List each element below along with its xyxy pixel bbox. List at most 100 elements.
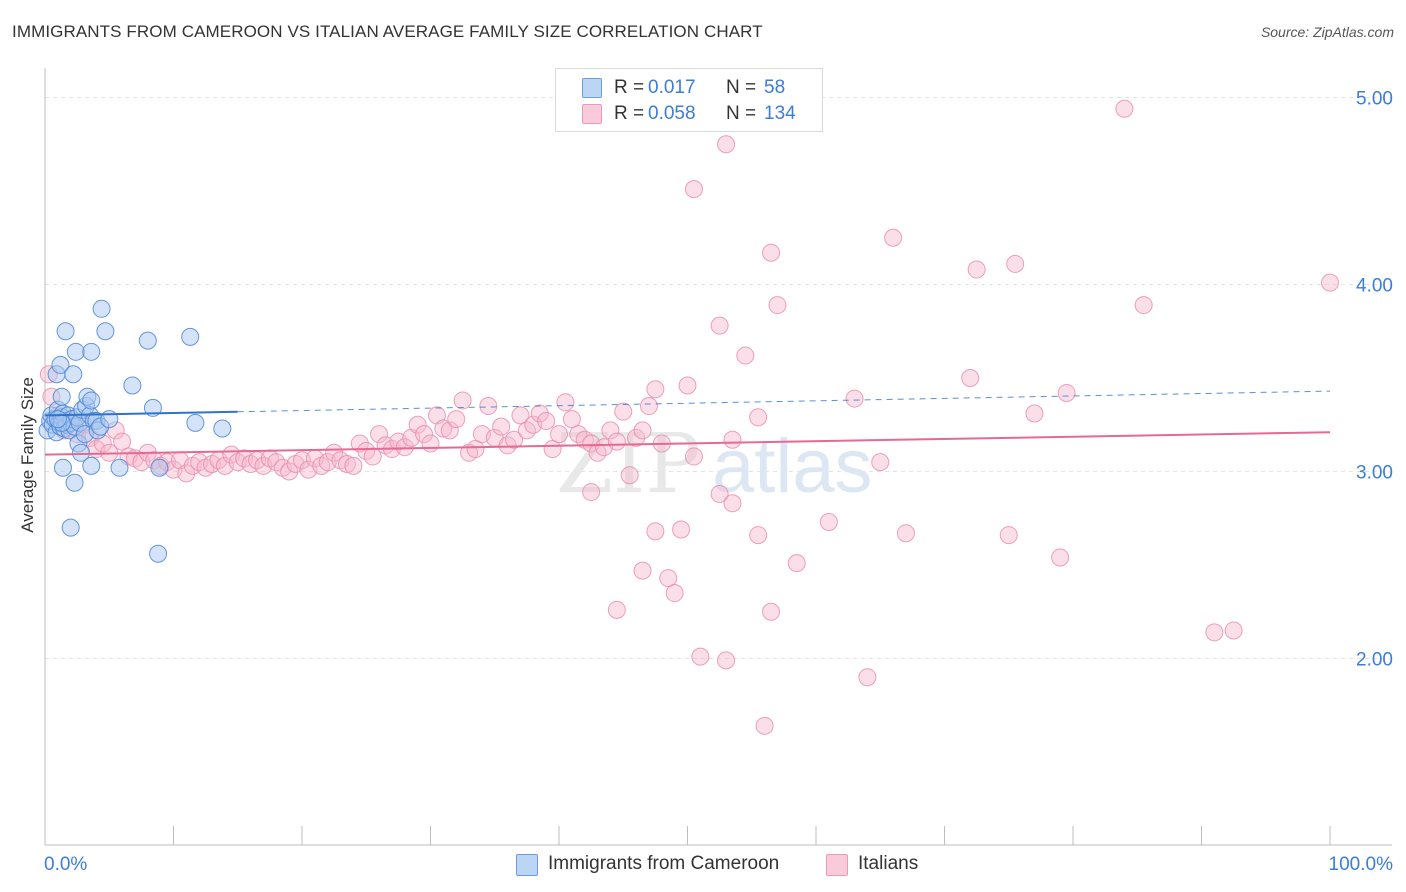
italians-point — [440, 421, 459, 440]
italians-point — [710, 484, 729, 503]
cameroon-point — [138, 331, 157, 350]
cameroon-point — [48, 410, 67, 429]
x-tick-labels: 0.0% 100.0% — [44, 854, 1393, 875]
n-label: N = — [726, 77, 757, 98]
n-label: N = — [726, 103, 757, 124]
legend: Immigrants from Cameroon Italians — [0, 852, 1406, 878]
r-label: R = — [614, 103, 645, 124]
italians-point — [434, 419, 453, 438]
cameroon-point — [82, 391, 101, 410]
cameroon-point — [123, 376, 142, 395]
cameroon-point — [110, 458, 129, 477]
italians-point — [691, 647, 710, 666]
italians-point — [672, 520, 691, 539]
italians-point — [607, 432, 626, 451]
cameroon-point — [52, 387, 71, 406]
italians-point — [370, 425, 389, 444]
cameroon-point — [66, 342, 85, 361]
cameroon-point — [82, 342, 101, 361]
italians-point — [646, 522, 665, 541]
italians-point — [967, 260, 986, 279]
cameroon-point — [143, 398, 162, 417]
watermark-atlas: atlas — [712, 424, 873, 509]
italians-point — [659, 569, 678, 588]
italians-point — [550, 425, 568, 444]
cameroon-swatch — [582, 78, 602, 98]
italians-point — [749, 526, 768, 545]
cameroon-trend-line-extension — [237, 390, 1331, 413]
italians-point — [1321, 273, 1339, 292]
n-value: 58 — [764, 77, 786, 98]
cameroon-point — [61, 518, 80, 537]
italians-point — [762, 243, 781, 262]
cameroon-point — [53, 458, 72, 477]
italians-point — [684, 180, 703, 199]
cameroon-point — [181, 327, 200, 346]
italians-point — [350, 434, 369, 453]
cameroon-point — [82, 456, 101, 475]
cameroon-point — [213, 419, 232, 438]
italians-point — [768, 296, 787, 315]
stats-row-cameroon: R = 0.017 N = 58 — [556, 75, 822, 101]
cameroon-point — [64, 365, 83, 384]
cameroon-point — [92, 299, 111, 318]
italians-point — [717, 651, 736, 670]
italians-point — [607, 600, 626, 619]
italians-point — [408, 415, 427, 434]
axes — [44, 68, 1392, 846]
italians-point — [627, 428, 646, 447]
italians-point — [633, 421, 652, 440]
cameroon-swatch — [516, 854, 538, 876]
watermark: ZIP atlas — [556, 417, 873, 512]
italians-point — [633, 561, 652, 580]
italians-point — [845, 389, 864, 408]
italians-point — [582, 483, 601, 502]
italians-point — [466, 440, 485, 459]
italians-point — [961, 369, 980, 387]
legend-label: Italians — [858, 853, 919, 874]
italians-point — [749, 408, 768, 427]
y-tick-label: 2.00 — [1356, 650, 1393, 671]
chart-title: IMMIGRANTS FROM CAMEROON VS ITALIAN AVER… — [12, 22, 763, 41]
cameroon-trend-line — [44, 410, 238, 417]
trend-lines — [44, 390, 1331, 456]
italians-point — [723, 430, 742, 449]
italians-point — [344, 456, 363, 475]
stats-row-italians: R = 0.058 N = 134 — [556, 101, 822, 127]
cameroon-points — [38, 299, 232, 563]
y-tick-label: 5.00 — [1356, 89, 1393, 110]
italians-point — [639, 397, 658, 416]
italians-point — [511, 406, 530, 425]
italians-point — [1057, 383, 1076, 402]
cameroon-point — [96, 322, 115, 341]
r-label: R = — [614, 77, 645, 98]
italians-point — [871, 453, 890, 472]
italians-point — [1134, 296, 1153, 315]
italians-point — [1051, 548, 1070, 567]
italians-point — [427, 406, 446, 425]
cameroon-point — [71, 443, 90, 462]
cameroon-point — [65, 473, 84, 492]
italians-point — [787, 554, 806, 573]
italians-point — [280, 462, 299, 481]
cameroon-point — [150, 458, 169, 477]
italians-swatch — [582, 104, 602, 124]
y-tick-labels: 2.00 3.00 4.00 5.00 — [1356, 89, 1393, 671]
italians-point — [492, 417, 511, 436]
italians-point — [177, 464, 196, 483]
r-value: 0.017 — [648, 77, 696, 98]
source-label: Source: ZipAtlas.com — [1260, 24, 1394, 40]
italians-point — [1025, 404, 1044, 423]
italians-point — [543, 440, 562, 459]
italians-point — [678, 376, 697, 395]
italians-point — [415, 425, 434, 444]
italians-point — [1115, 99, 1134, 118]
italians-point — [684, 447, 703, 466]
legend-label: Immigrants from Cameroon — [548, 853, 780, 874]
italians-point — [447, 410, 466, 429]
stats-box: R = 0.017 N = 58 R = 0.058 N = 134 — [555, 68, 823, 132]
italians-point — [819, 512, 838, 531]
italians-point — [1205, 623, 1224, 642]
italians-point — [665, 584, 684, 603]
